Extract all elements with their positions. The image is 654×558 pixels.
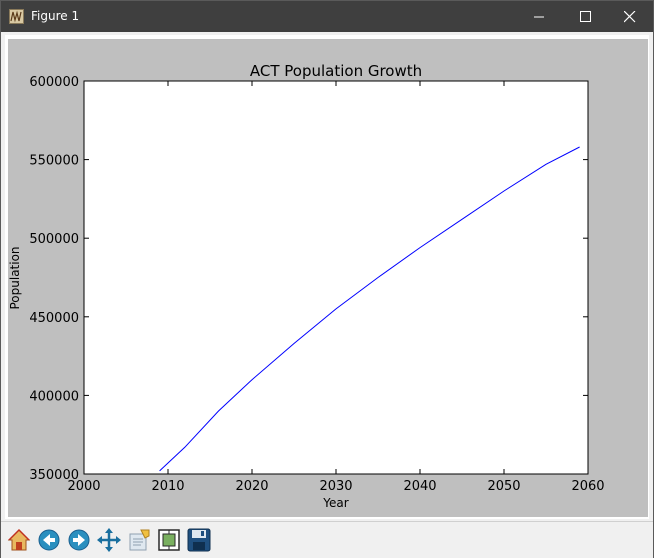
home-icon [7, 529, 31, 551]
close-button[interactable] [607, 1, 653, 32]
plot-svg: 2000 2010 2020 2030 2040 2050 2060 350000 40000… [8, 62, 605, 510]
forward-icon [68, 529, 90, 551]
population-line [159, 146, 580, 472]
x-tick-label: 2030 [319, 479, 352, 494]
x-tick-label: 2040 [403, 479, 436, 494]
pan-button[interactable] [95, 526, 123, 554]
x-tick-label: 2020 [235, 479, 268, 494]
figure-canvas: 2000 2010 2020 2030 2040 2050 2060 350000 40000… [8, 39, 648, 517]
subplots-icon [158, 529, 180, 551]
minimize-icon [534, 16, 544, 18]
maximize-button[interactable] [563, 1, 609, 32]
back-button[interactable] [35, 526, 63, 554]
y-tick-label: 450000 [29, 311, 79, 326]
close-icon [624, 11, 636, 23]
y-tick-label: 550000 [29, 154, 79, 169]
x-axis-label: Year [322, 496, 348, 510]
y-tick-label: 600000 [29, 75, 79, 90]
home-button[interactable] [5, 526, 33, 554]
window-title: Figure 1 [31, 9, 80, 23]
axes-frame [83, 80, 589, 475]
save-button[interactable] [185, 526, 213, 554]
zoom-button[interactable] [125, 526, 153, 554]
y-axis-label: Population [8, 246, 22, 309]
line-series [159, 146, 580, 472]
chart-title: ACT Population Growth [250, 62, 422, 80]
maximize-icon [580, 11, 591, 22]
pan-icon [97, 528, 121, 552]
subplots-button[interactable] [155, 526, 183, 554]
back-icon [38, 529, 60, 551]
minimize-button[interactable] [517, 1, 563, 32]
x-tick-label: 2000 [67, 479, 100, 494]
y-tick-label: 350000 [29, 468, 79, 483]
y-tick-label: 500000 [29, 232, 79, 247]
x-tick-label: 2010 [151, 479, 184, 494]
x-ticks: 2000 2010 2020 2030 2040 2050 2060 [67, 81, 605, 494]
title-bar[interactable]: Figure 1 [1, 1, 653, 32]
zoom-icon [129, 529, 150, 551]
y-ticks: 350000 400000 450000 500000 550000 600000 [29, 75, 588, 483]
navigation-toolbar [1, 521, 653, 558]
x-tick-label: 2060 [571, 479, 604, 494]
app-icon [9, 9, 24, 24]
save-icon [187, 528, 211, 552]
forward-button[interactable] [65, 526, 93, 554]
x-tick-label: 2050 [487, 479, 520, 494]
y-tick-label: 400000 [29, 389, 79, 404]
